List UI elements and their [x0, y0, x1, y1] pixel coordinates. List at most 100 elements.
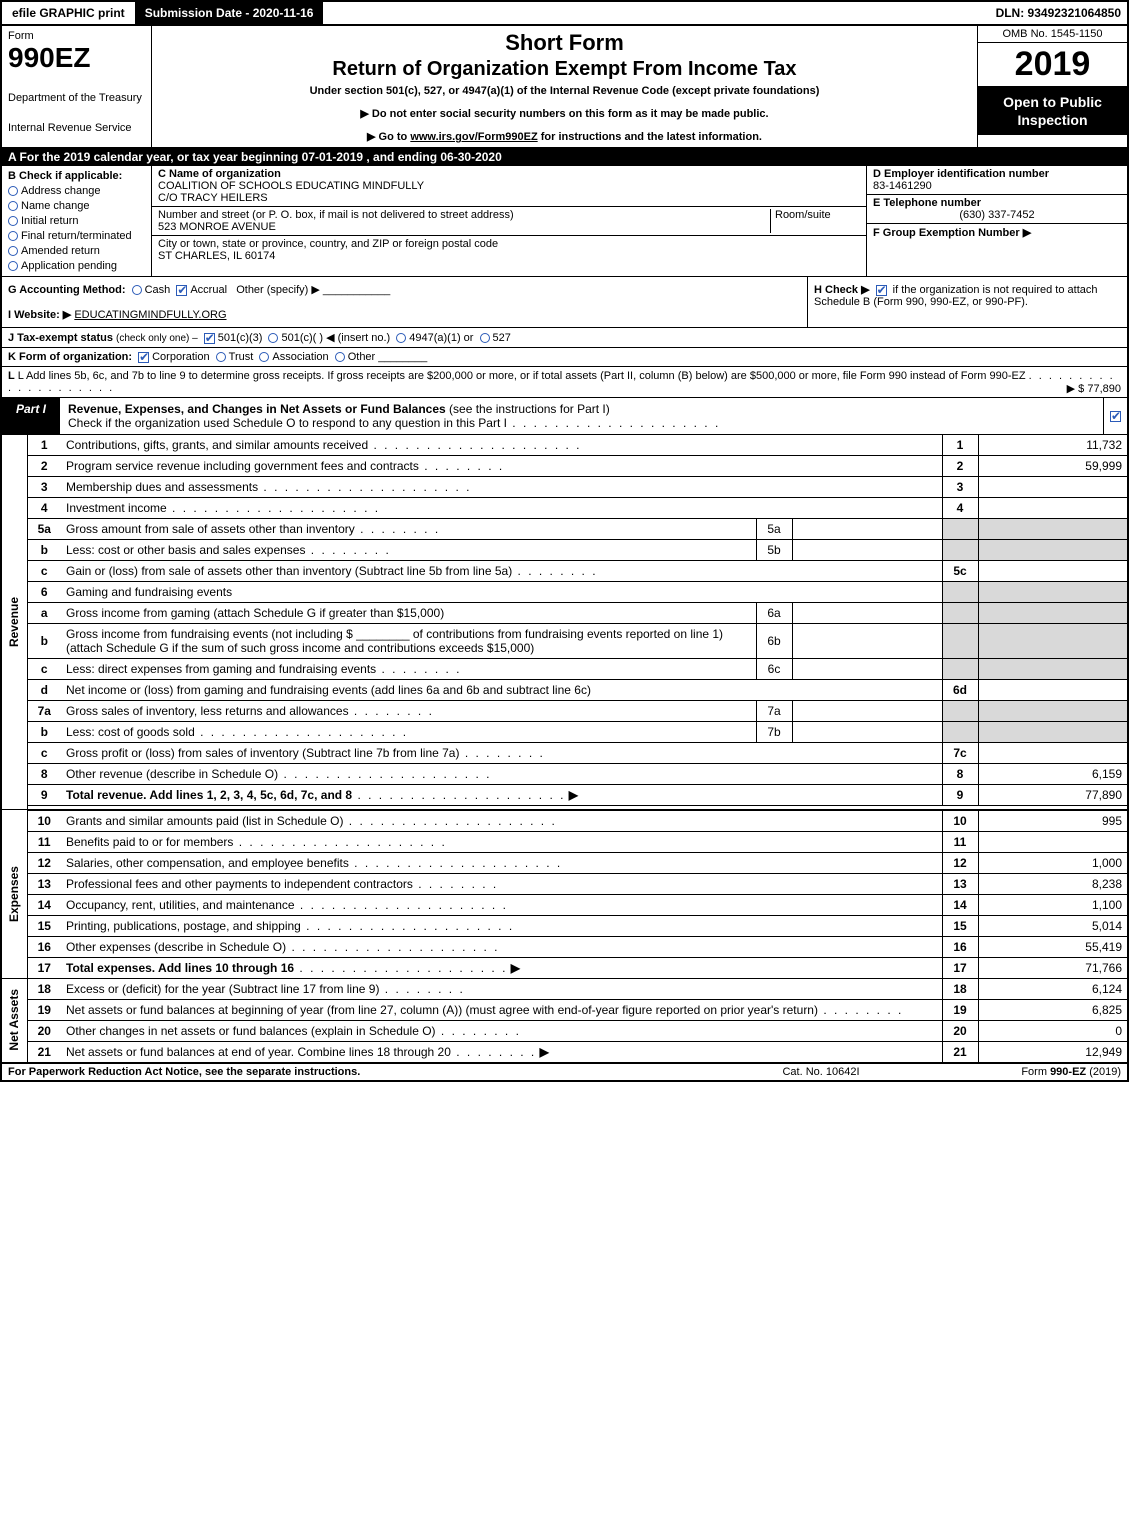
- irs-link[interactable]: www.irs.gov/Form990EZ: [410, 131, 537, 143]
- amt-18: 6,124: [978, 978, 1128, 999]
- amt-14: 1,100: [978, 894, 1128, 915]
- amt-4: [978, 498, 1128, 519]
- part1-checkbox[interactable]: [1103, 398, 1127, 434]
- amt-10: 995: [978, 810, 1128, 832]
- checkbox-501c3[interactable]: [204, 333, 215, 344]
- section-k: K Form of organization: Corporation Trus…: [0, 348, 1129, 367]
- form-title: Return of Organization Exempt From Incom…: [158, 58, 971, 81]
- circle-icon[interactable]: [259, 352, 269, 362]
- section-def: D Employer identification number 83-1461…: [867, 166, 1127, 276]
- circle-icon: [8, 216, 18, 226]
- form-word: Form: [8, 30, 145, 42]
- circle-icon: [8, 246, 18, 256]
- section-b: B Check if applicable: Address change Na…: [2, 166, 152, 276]
- dln: DLN: 93492321064850: [996, 6, 1127, 20]
- efile-label: efile GRAPHIC print: [2, 2, 135, 24]
- amt-15: 5,014: [978, 915, 1128, 936]
- line-10: Expenses 10 Grants and similar amounts p…: [1, 810, 1128, 832]
- circle-icon[interactable]: [268, 333, 278, 343]
- section-b-header: B Check if applicable:: [8, 170, 145, 182]
- opt-final-return[interactable]: Final return/terminated: [8, 230, 145, 242]
- phone: (630) 337-7452: [873, 209, 1121, 221]
- g-accrual: Accrual: [190, 284, 227, 296]
- c-label: C Name of organization: [158, 168, 281, 180]
- line-15: 15 Printing, publications, postage, and …: [1, 915, 1128, 936]
- checkbox-accrual[interactable]: [176, 285, 187, 296]
- opt-name-change[interactable]: Name change: [8, 200, 145, 212]
- line-6d: d Net income or (loss) from gaming and f…: [1, 680, 1128, 701]
- section-c: C Name of organization COALITION OF SCHO…: [152, 166, 867, 276]
- amt-12: 1,000: [978, 852, 1128, 873]
- line-2: 2 Program service revenue including gove…: [1, 456, 1128, 477]
- line-5b: b Less: cost or other basis and sales ex…: [1, 540, 1128, 561]
- line-5a: 5a Gross amount from sale of assets othe…: [1, 519, 1128, 540]
- website: EDUCATINGMINDFULLY.ORG: [74, 309, 226, 321]
- h-pre: H Check ▶: [814, 284, 873, 296]
- city-label: City or town, state or province, country…: [158, 238, 498, 250]
- line-19: 19 Net assets or fund balances at beginn…: [1, 999, 1128, 1020]
- k-o2: Trust: [229, 351, 254, 363]
- line-8: 8 Other revenue (describe in Schedule O)…: [1, 764, 1128, 785]
- line-14: 14 Occupancy, rent, utilities, and maint…: [1, 894, 1128, 915]
- header-center: Short Form Return of Organization Exempt…: [152, 26, 977, 147]
- g-label: G Accounting Method:: [8, 284, 126, 296]
- j-o4: 527: [493, 332, 511, 344]
- e-label: E Telephone number: [873, 197, 981, 209]
- j-o1: 501(c)(3): [218, 332, 263, 344]
- amt-5c: [978, 561, 1128, 582]
- d-label: D Employer identification number: [873, 168, 1049, 180]
- short-form-label: Short Form: [158, 30, 971, 56]
- circle-icon[interactable]: [480, 333, 490, 343]
- checkbox-corp[interactable]: [138, 352, 149, 363]
- form-number: 990EZ: [8, 42, 145, 74]
- circle-icon[interactable]: [335, 352, 345, 362]
- line-9: 9 Total revenue. Add lines 1, 2, 3, 4, 5…: [1, 785, 1128, 806]
- subamt-5b: [792, 540, 942, 561]
- line-13: 13 Professional fees and other payments …: [1, 873, 1128, 894]
- i-label: I Website: ▶: [8, 309, 71, 321]
- ein: 83-1461290: [873, 180, 932, 192]
- j-o3: 4947(a)(1) or: [409, 332, 473, 344]
- line-1: Revenue 1 Contributions, gifts, grants, …: [1, 435, 1128, 456]
- opt-address-change[interactable]: Address change: [8, 185, 145, 197]
- j-o2: 501(c)( ) ◀ (insert no.): [281, 332, 390, 344]
- line-21: 21 Net assets or fund balances at end of…: [1, 1041, 1128, 1063]
- part1-note: (see the instructions for Part I): [449, 402, 610, 416]
- line-7b: b Less: cost of goods sold 7b: [1, 722, 1128, 743]
- header-left: Form 990EZ Department of the Treasury In…: [2, 26, 152, 147]
- open-inspection: Open to Public Inspection: [978, 87, 1127, 135]
- g-cash: Cash: [145, 284, 171, 296]
- checkbox-h[interactable]: [876, 285, 887, 296]
- subamt-6a: [792, 603, 942, 624]
- circle-icon[interactable]: [132, 285, 142, 295]
- opt-initial-return[interactable]: Initial return: [8, 215, 145, 227]
- circle-icon[interactable]: [216, 352, 226, 362]
- line-7c: c Gross profit or (loss) from sales of i…: [1, 743, 1128, 764]
- line-18: Net Assets 18 Excess or (deficit) for th…: [1, 978, 1128, 999]
- section-j: J Tax-exempt status (check only one) – 5…: [0, 328, 1129, 348]
- subamt-7a: [792, 701, 942, 722]
- line-16: 16 Other expenses (describe in Schedule …: [1, 936, 1128, 957]
- section-l: L L Add lines 5b, 6c, and 7b to line 9 t…: [0, 367, 1129, 398]
- amt-17: 71,766: [978, 957, 1128, 978]
- part1-tab: Part I: [2, 398, 60, 434]
- f-label: F Group Exemption Number ▶: [873, 227, 1031, 239]
- k-o4: Other: [348, 351, 376, 363]
- amt-3: [978, 477, 1128, 498]
- part1-table: Revenue 1 Contributions, gifts, grants, …: [0, 435, 1129, 1064]
- opt-application-pending[interactable]: Application pending: [8, 260, 145, 272]
- dept-irs: Internal Revenue Service: [8, 122, 145, 134]
- amt-9: 77,890: [978, 785, 1128, 806]
- goto-post: for instructions and the latest informat…: [538, 131, 762, 143]
- under-section: Under section 501(c), 527, or 4947(a)(1)…: [158, 85, 971, 97]
- header-right: OMB No. 1545-1150 2019 Open to Public In…: [977, 26, 1127, 147]
- opt-amended-return[interactable]: Amended return: [8, 245, 145, 257]
- j-note: (check only one) –: [116, 333, 198, 344]
- subamt-6c: [792, 659, 942, 680]
- section-gh: G Accounting Method: Cash Accrual Other …: [0, 277, 1129, 328]
- amt-7c: [978, 743, 1128, 764]
- circle-icon[interactable]: [396, 333, 406, 343]
- room-label: Room/suite: [775, 209, 831, 221]
- org-name: COALITION OF SCHOOLS EDUCATING MINDFULLY: [158, 180, 424, 192]
- org-care-of: C/O TRACY HEILERS: [158, 192, 268, 204]
